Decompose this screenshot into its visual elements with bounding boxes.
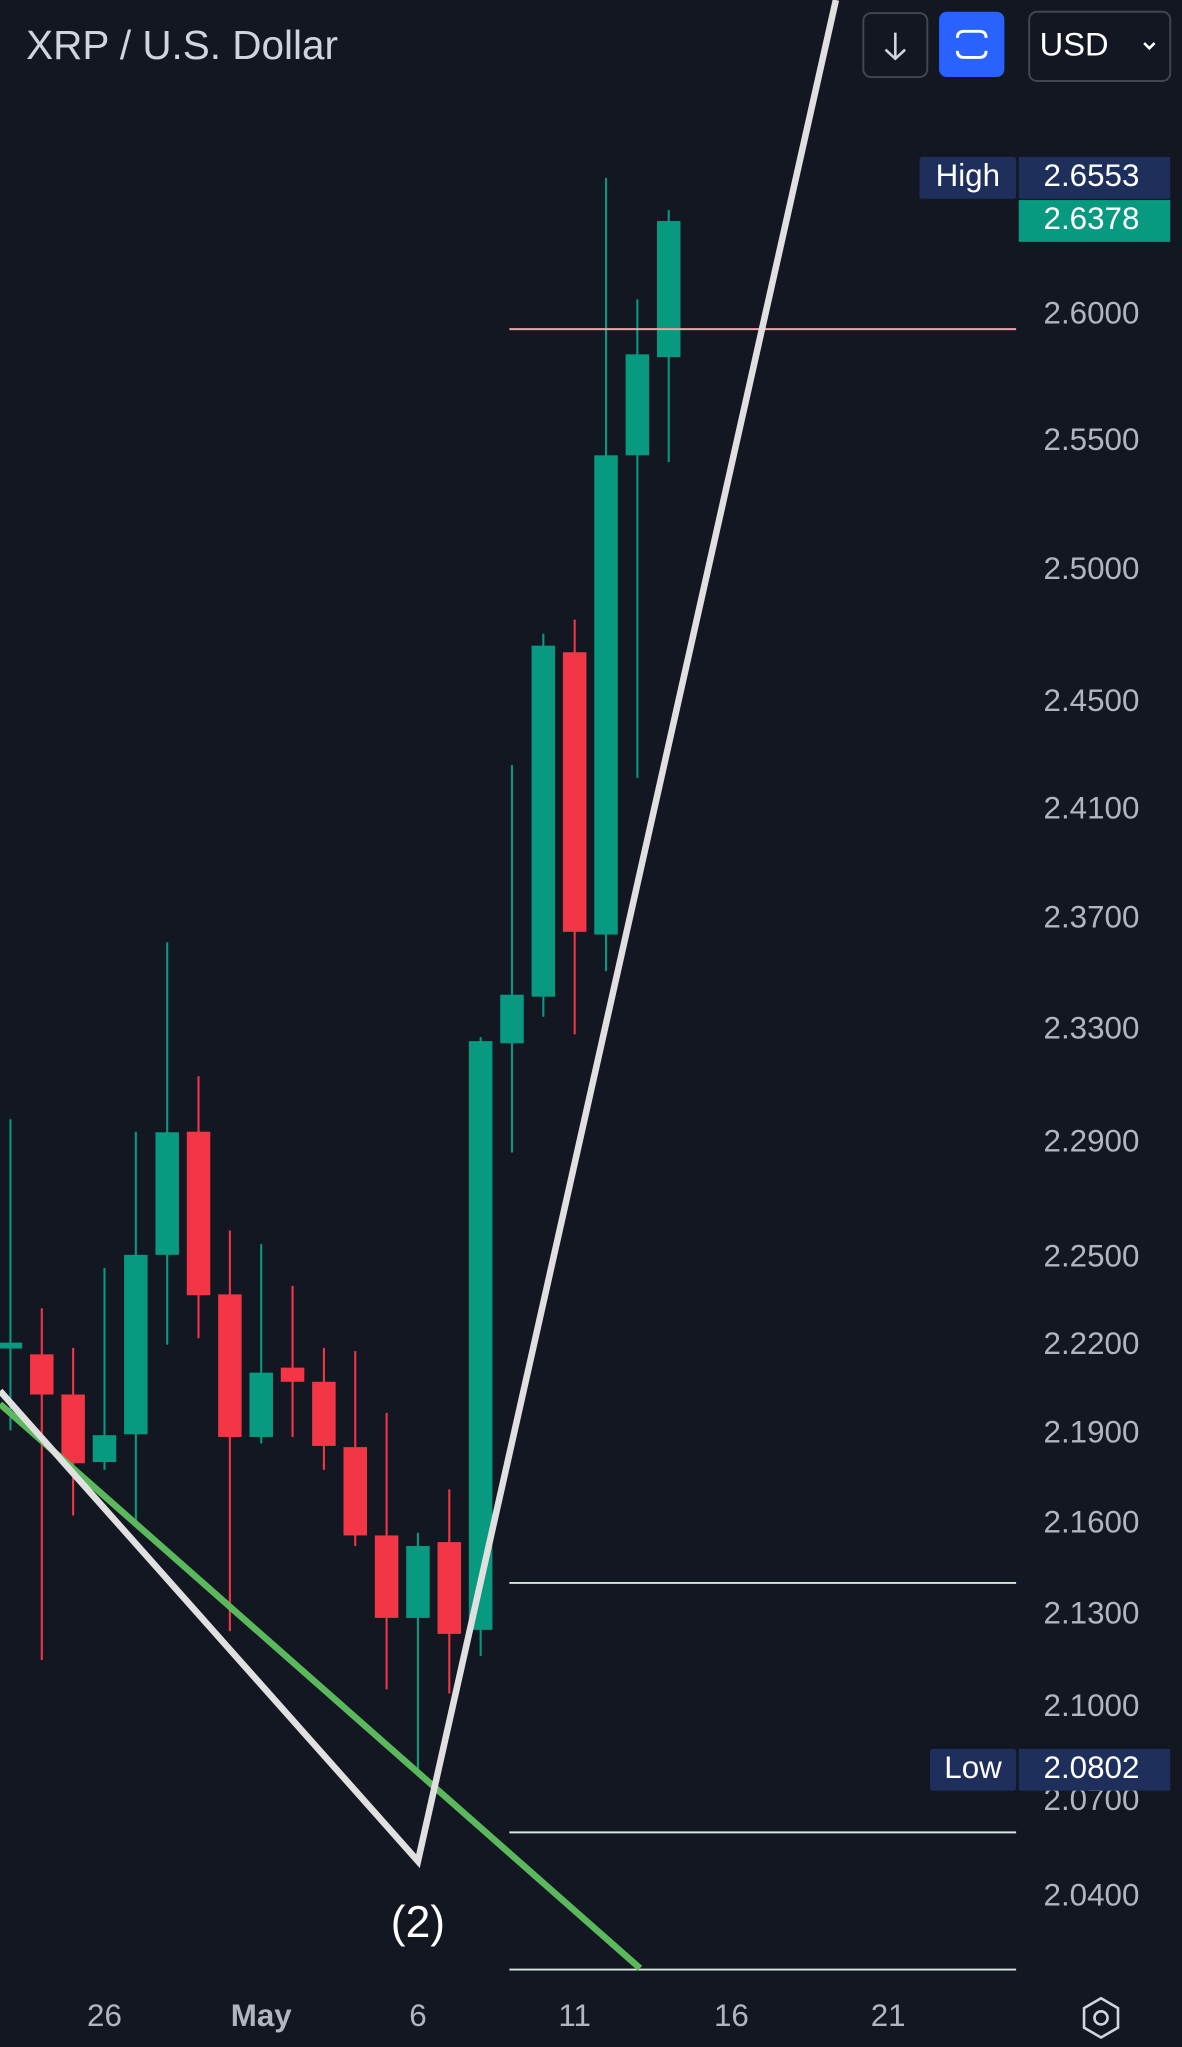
wave-line	[0, 0, 840, 1869]
fullscreen-button[interactable]	[939, 11, 1005, 78]
y-tick-label: 2.4500	[1044, 683, 1140, 718]
y-tick-label: 2.1000	[1044, 1688, 1140, 1723]
last-price-box	[1018, 200, 1171, 242]
fullscreen-icon	[955, 29, 988, 59]
candle-body	[468, 1041, 493, 1630]
wave-label: (2)	[391, 1898, 445, 1947]
y-tick-label: 2.2500	[1044, 1238, 1140, 1273]
y-tick-label: 2.3700	[1044, 899, 1140, 934]
y-tick-label: 2.2900	[1044, 1123, 1140, 1158]
candle-body	[61, 1394, 85, 1464]
candle-body	[656, 220, 681, 358]
y-tick-label: 2.5000	[1044, 551, 1140, 586]
x-tick-label: 6	[409, 1998, 426, 2033]
marker-value-box	[1018, 156, 1171, 199]
toolbar: USD	[862, 10, 1172, 82]
trend-line	[0, 1401, 643, 1971]
x-tick-label: 16	[714, 1998, 749, 2033]
y-tick-label: 2.1600	[1044, 1505, 1140, 1540]
candle-body	[406, 1546, 430, 1618]
candle-body	[531, 645, 556, 997]
settings-icon-center	[1093, 2010, 1109, 2026]
candle-body	[312, 1381, 336, 1446]
y-tick-label: 2.4100	[1044, 790, 1140, 825]
x-tick-label: 21	[871, 1998, 906, 2033]
candle-body	[594, 455, 618, 935]
candle-body	[186, 1131, 211, 1296]
last-price-label: 2.6378	[1044, 201, 1140, 236]
candle-body	[625, 354, 650, 456]
y-tick-label: 2.1300	[1044, 1596, 1140, 1631]
candle-body	[0, 1342, 23, 1349]
candle-body	[124, 1254, 148, 1435]
marker-label: High	[936, 158, 1000, 193]
dropdown-arrow	[1143, 42, 1156, 51]
y-tick-label: 2.2200	[1044, 1326, 1140, 1361]
marker-label-box	[919, 156, 1017, 199]
marker-value: 2.6553	[1044, 158, 1140, 193]
candle-body	[374, 1535, 399, 1618]
marker-value: 2.0802	[1044, 1750, 1140, 1785]
y-tick-label: 2.0400	[1044, 1877, 1140, 1912]
candle-body	[218, 1294, 242, 1437]
candles	[0, 177, 681, 1770]
y-tick-label: 2.1900	[1044, 1415, 1140, 1450]
candle-body	[249, 1372, 273, 1437]
candle-body	[562, 652, 587, 932]
marker-label-box	[929, 1748, 1017, 1791]
candle-body	[280, 1367, 305, 1382]
candle-body	[343, 1447, 368, 1536]
y-tick-label: 2.6000	[1044, 295, 1140, 330]
candle-body	[30, 1354, 54, 1395]
download-icon	[884, 32, 907, 61]
candle-body	[500, 994, 524, 1044]
price-labels: 2.04002.07002.10002.13002.16002.19002.22…	[87, 156, 1171, 2033]
marker-value-box	[1018, 1748, 1171, 1791]
currency-label: USD	[1040, 26, 1109, 63]
settings-icon[interactable]	[1082, 1996, 1120, 2039]
candle-body	[437, 1542, 462, 1634]
candle-body	[155, 1132, 179, 1255]
currency-dropdown[interactable]	[1028, 10, 1172, 82]
y-tick-label: 2.3300	[1044, 1010, 1140, 1045]
chart-title: XRP / U.S. Dollar	[26, 22, 338, 68]
x-tick-label: May	[231, 1998, 293, 2033]
y-tick-label: 2.5500	[1044, 422, 1140, 457]
marker-label: Low	[944, 1750, 1002, 1785]
x-tick-label: 11	[558, 1998, 591, 2033]
x-tick-label: 26	[87, 1998, 122, 2033]
candle-body	[92, 1435, 117, 1463]
